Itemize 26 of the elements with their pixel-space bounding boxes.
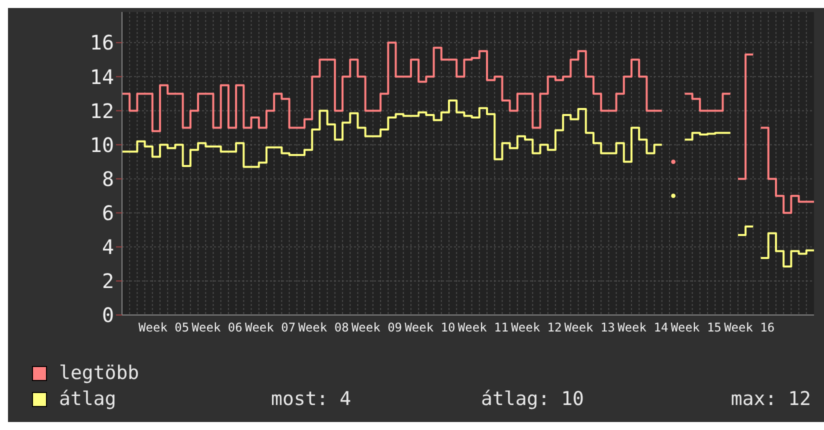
x-tick-label: Week 11 [458, 320, 508, 335]
x-tick-label: Week 14 [618, 320, 668, 335]
text: max: 12 [730, 387, 811, 412]
y-tick-label: 4 [102, 235, 114, 260]
y-tick-label: 6 [102, 200, 114, 225]
text: most: 4 [271, 387, 352, 412]
x-tick-label: Week 13 [564, 320, 615, 335]
x-tick-label: Week 07 [244, 320, 296, 335]
y-tick-label: 16 [90, 30, 114, 55]
y-tick-label: 2 [102, 269, 114, 294]
y-tick-label: 10 [90, 132, 114, 157]
x-tick-label: Week 09 [351, 320, 402, 335]
x-tick-label: Week 08 [298, 320, 349, 335]
x-tick-label: Week 12 [511, 320, 562, 335]
x-tick-label: Week 10 [404, 320, 456, 335]
x-tick-label: Week 15 [670, 320, 722, 335]
x-tick-label: Week 06 [192, 320, 242, 335]
y-tick-label: 8 [102, 166, 114, 191]
y-tick-label: 12 [90, 98, 114, 123]
legend-label: átlag [59, 387, 118, 412]
x-tick-label: Week 16 [724, 320, 775, 335]
text: átlag: 10 [481, 387, 585, 412]
legend-label: legtöbb [59, 361, 140, 386]
y-tick-label: 14 [90, 64, 114, 89]
y-tick-label: 0 [102, 303, 114, 328]
x-tick-label: Week 05 [138, 320, 190, 335]
